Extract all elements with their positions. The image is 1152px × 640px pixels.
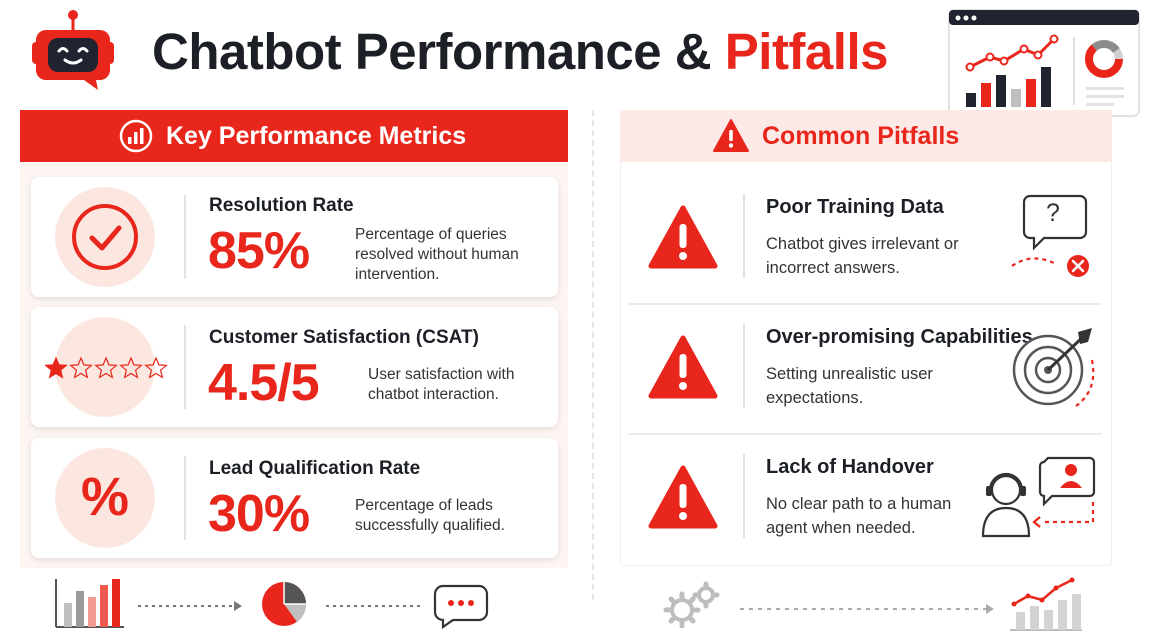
warning-triangle-icon [648, 465, 718, 529]
metric-card-csat: Customer Satisfaction (CSAT) 4.5/5 User … [31, 307, 558, 427]
pitfall-description: Chatbot gives irrelevant or incorrect an… [766, 235, 959, 277]
checkmark-circle-icon [72, 204, 138, 270]
pitfalls-panel [620, 110, 1112, 566]
question-mark-glyph: ? [1046, 199, 1060, 227]
bar-chart-circle-icon [119, 119, 153, 153]
chat-bubble-icon [433, 584, 489, 629]
pitfall-poor-training-data: Poor Training Data Chatbot gives irrelev… [628, 172, 1102, 302]
pitfalls-panel-title: Common Pitfalls [762, 121, 960, 150]
metric-name: Customer Satisfaction (CSAT) [209, 327, 479, 348]
dashboard-illustration-icon [948, 9, 1140, 117]
title-accent: Pitfalls [724, 23, 889, 80]
card-separator [184, 195, 186, 279]
warning-triangle-icon [713, 119, 749, 152]
dotted-line-decor [326, 605, 422, 607]
metric-value: 30% [208, 485, 310, 543]
pitfall-description: No clear path to a human agent when need… [766, 495, 952, 537]
question-bubble-error-icon: ? [1008, 192, 1098, 282]
dotted-arrow-decor [740, 604, 994, 614]
metric-icon-circle [55, 187, 155, 287]
metric-card-lead-qualification: % Lead Qualification Rate 30% Percentage… [31, 438, 558, 558]
pitfall-over-promising: Over-promising Capabilities Setting unre… [628, 302, 1102, 432]
metric-description: Percentage of leads successfully qualifi… [355, 497, 505, 534]
warning-triangle-icon [648, 205, 718, 269]
pitfall-name: Over-promising Capabilities [766, 326, 1033, 348]
star-rating-icon [44, 356, 168, 379]
gears-icon [663, 581, 720, 628]
metric-card-resolution-rate: Resolution Rate 85% Percentage of querie… [31, 177, 558, 297]
pitfall-lack-of-handover: Lack of Handover No clear path to a huma… [628, 432, 1102, 562]
pitfall-divider [628, 433, 1102, 435]
trend-chart-icon [1010, 577, 1082, 631]
page-title: Chatbot Performance & Pitfalls [152, 22, 889, 81]
metrics-panel-title: Key Performance Metrics [166, 121, 467, 150]
metrics-panel-header: Key Performance Metrics [20, 110, 568, 162]
metric-icon-circle [55, 317, 155, 417]
metric-name: Resolution Rate [209, 195, 354, 216]
title-main: Chatbot Performance & [152, 23, 725, 80]
card-separator [184, 456, 186, 540]
metric-value: 85% [208, 222, 310, 280]
pie-chart-icon [262, 582, 307, 626]
pitfall-name: Poor Training Data [766, 196, 944, 218]
robot-icon [32, 10, 114, 90]
pitfall-divider [628, 303, 1102, 305]
pitfall-separator [743, 194, 745, 278]
metric-icon-circle: % [55, 448, 155, 548]
metric-description: Percentage of queries resolved without h… [355, 226, 519, 283]
warning-triangle-icon [648, 335, 718, 399]
human-agent-handover-icon [981, 456, 1096, 538]
dotted-arrow-decor [138, 601, 242, 611]
bar-chart-icon [55, 579, 124, 628]
card-separator [184, 325, 186, 409]
pitfalls-panel-header: Common Pitfalls [620, 110, 1112, 162]
pitfall-description: Setting unrealistic user expectations. [766, 365, 933, 407]
section-divider [592, 110, 594, 600]
pitfall-separator [743, 324, 745, 408]
metric-value: 4.5/5 [208, 354, 320, 412]
pitfall-name: Lack of Handover [766, 456, 934, 478]
pitfall-separator [743, 454, 745, 538]
target-arrow-icon [1012, 328, 1095, 407]
metric-description: User satisfaction with chatbot interacti… [368, 366, 515, 403]
metric-name: Lead Qualification Rate [209, 458, 421, 479]
percent-icon: % [80, 467, 129, 527]
